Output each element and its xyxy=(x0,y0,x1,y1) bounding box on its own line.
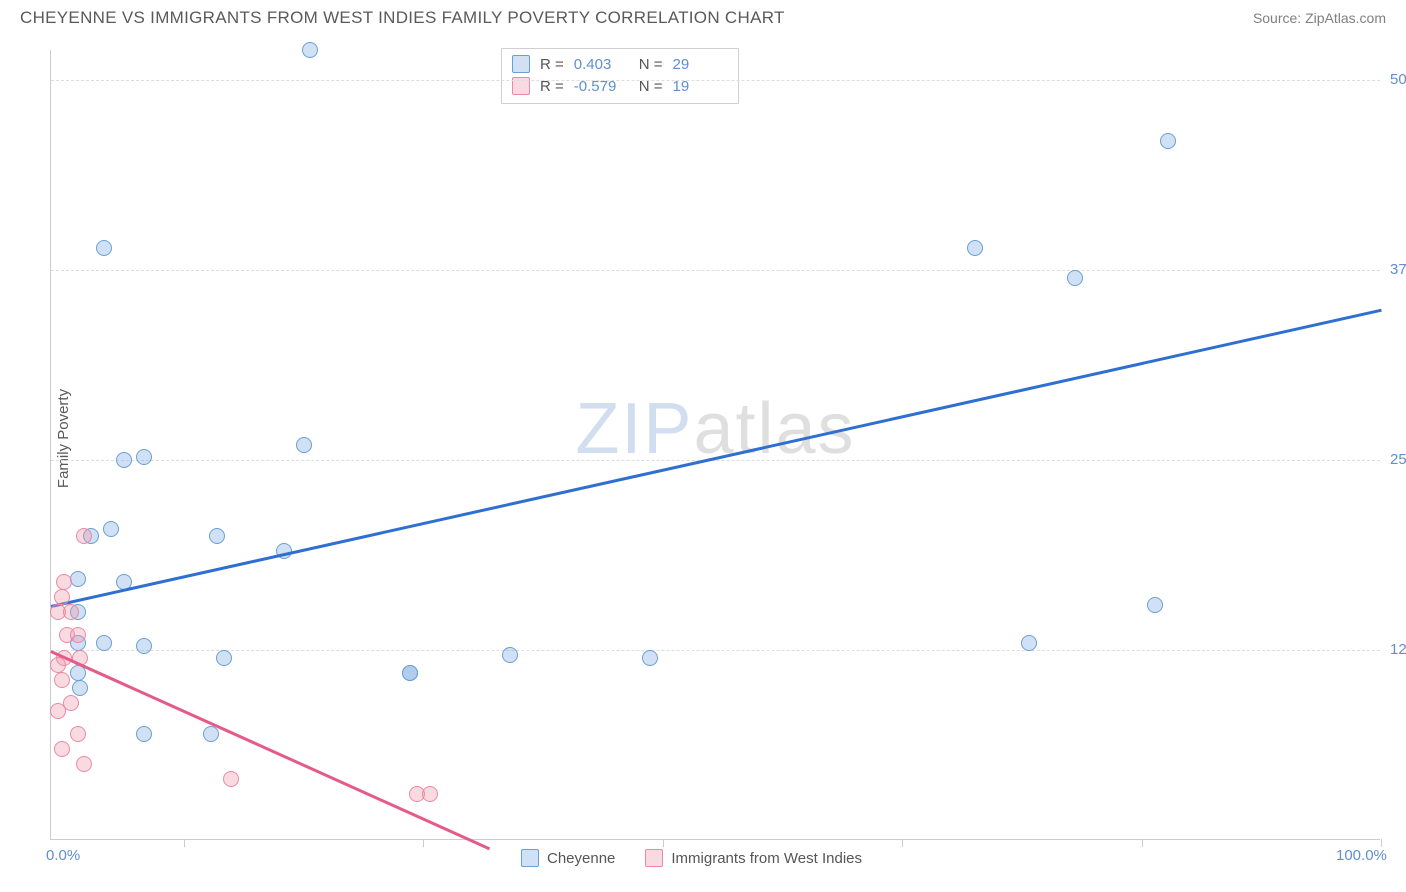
regression-line xyxy=(50,650,490,850)
data-point xyxy=(216,650,232,666)
data-point xyxy=(136,726,152,742)
data-point xyxy=(296,437,312,453)
data-point xyxy=(63,604,79,620)
legend-swatch-pink xyxy=(645,849,663,867)
legend-row-blue: R = 0.403 N = 29 xyxy=(512,53,728,75)
legend-swatch-blue xyxy=(512,55,530,73)
legend-bottom: Cheyenne Immigrants from West Indies xyxy=(521,849,862,867)
y-tick-label: 50.0% xyxy=(1390,71,1406,88)
data-point xyxy=(70,726,86,742)
y-tick-label: 25.0% xyxy=(1390,451,1406,468)
data-point xyxy=(96,240,112,256)
gridline xyxy=(51,270,1380,271)
data-point xyxy=(96,635,112,651)
watermark-zip: ZIP xyxy=(575,389,693,469)
chart-area: ZIPatlas R = 0.403 N = 29 R = -0.579 N =… xyxy=(50,50,1380,840)
data-point xyxy=(422,786,438,802)
data-point xyxy=(136,638,152,654)
data-point xyxy=(1160,133,1176,149)
header: CHEYENNE VS IMMIGRANTS FROM WEST INDIES … xyxy=(0,0,1406,32)
data-point xyxy=(76,756,92,772)
data-point xyxy=(203,726,219,742)
data-point xyxy=(402,665,418,681)
data-point xyxy=(50,657,66,673)
gridline xyxy=(51,80,1380,81)
data-point xyxy=(54,741,70,757)
x-tick xyxy=(663,839,664,847)
x-tick xyxy=(902,839,903,847)
data-point xyxy=(302,42,318,58)
r-label: R = xyxy=(540,56,564,73)
legend-label: Immigrants from West Indies xyxy=(671,850,862,867)
x-tick xyxy=(423,839,424,847)
n-label: N = xyxy=(639,56,663,73)
data-point xyxy=(223,771,239,787)
data-point xyxy=(1067,270,1083,286)
x-tick-label: 0.0% xyxy=(46,847,80,864)
data-point xyxy=(116,452,132,468)
x-tick xyxy=(1142,839,1143,847)
gridline xyxy=(51,460,1380,461)
y-tick-label: 37.5% xyxy=(1390,261,1406,278)
chart-title: CHEYENNE VS IMMIGRANTS FROM WEST INDIES … xyxy=(20,8,785,28)
legend-label: Cheyenne xyxy=(547,850,615,867)
legend-swatch-blue xyxy=(521,849,539,867)
x-tick xyxy=(184,839,185,847)
gridline xyxy=(51,650,1380,651)
r-value: 0.403 xyxy=(574,56,629,73)
legend-top: R = 0.403 N = 29 R = -0.579 N = 19 xyxy=(501,48,739,104)
source-label: Source: ZipAtlas.com xyxy=(1253,10,1386,26)
data-point xyxy=(502,647,518,663)
n-value: 29 xyxy=(673,56,728,73)
legend-row-pink: R = -0.579 N = 19 xyxy=(512,75,728,97)
regression-line xyxy=(51,308,1382,607)
legend-item-immigrants: Immigrants from West Indies xyxy=(645,849,862,867)
x-tick-label: 100.0% xyxy=(1336,847,1387,864)
data-point xyxy=(1021,635,1037,651)
data-point xyxy=(642,650,658,666)
data-point xyxy=(70,627,86,643)
data-point xyxy=(50,703,66,719)
data-point xyxy=(54,672,70,688)
data-point xyxy=(76,528,92,544)
data-point xyxy=(136,449,152,465)
data-point xyxy=(967,240,983,256)
legend-item-cheyenne: Cheyenne xyxy=(521,849,615,867)
x-tick xyxy=(1381,839,1382,847)
data-point xyxy=(1147,597,1163,613)
data-point xyxy=(209,528,225,544)
data-point xyxy=(56,574,72,590)
data-point xyxy=(72,680,88,696)
data-point xyxy=(54,589,70,605)
y-tick-label: 12.5% xyxy=(1390,641,1406,658)
data-point xyxy=(103,521,119,537)
